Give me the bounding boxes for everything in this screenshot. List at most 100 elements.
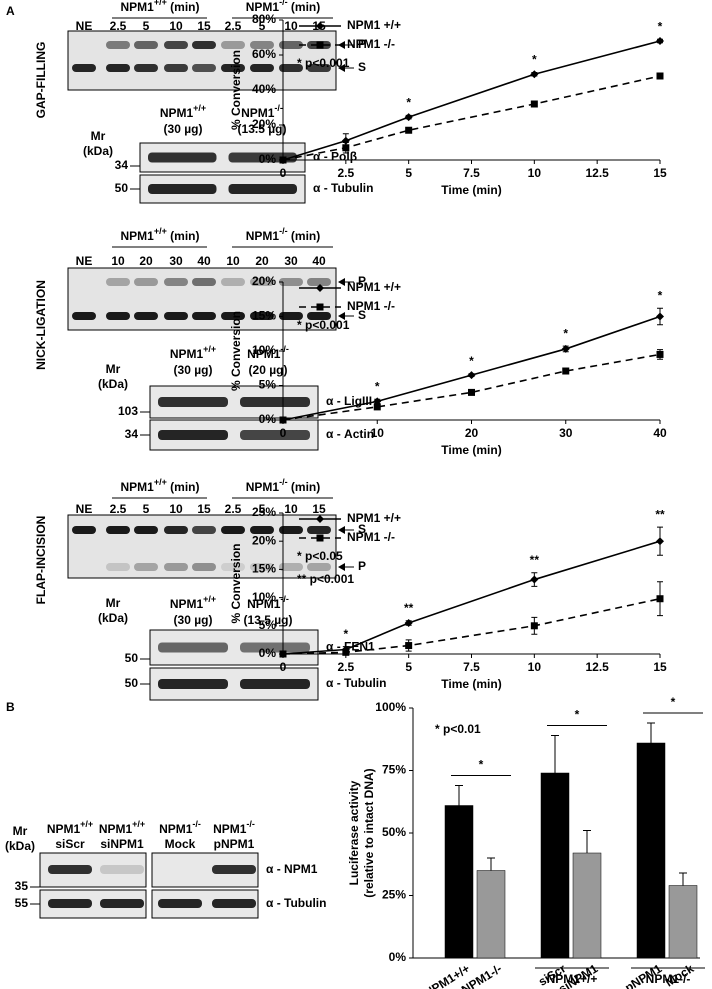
arrow-head [338,526,345,534]
error-bar [551,735,559,773]
mw-label: 34 [115,158,129,172]
band-label: P [358,37,366,51]
gel-header-sup: -/- [279,226,288,236]
y-tick-label: 75% [382,763,406,777]
marker [316,534,324,542]
blot-band [48,899,92,908]
lane-label: 2.5 [110,19,127,33]
gel-band [72,64,96,72]
gel-header-base: NPM1 [120,229,154,243]
band-label: S [358,308,366,322]
mw-label: 50 [125,651,139,665]
marker [530,622,538,630]
western-header-sup: +/+ [203,344,216,354]
x-tick-label: 10 [371,426,385,440]
gel-band [250,278,274,286]
bar [572,852,602,959]
x-tick-label: 2.5 [337,660,354,674]
gel-header: NPM1-/- (min) [246,477,321,494]
x-tick-label: 15 [653,660,667,674]
error-bar [679,872,687,886]
y-axis-label: (relative to intact DNA) [362,768,376,897]
marker [561,344,570,353]
blot-band [212,865,256,874]
marker [316,284,324,292]
lane-label: 30 [169,254,183,268]
lane-label: 10 [284,19,298,33]
gel-band [279,526,303,534]
mw-label: 55 [15,896,29,910]
mw-label: 35 [15,879,29,893]
y-tick-label: 20% [252,533,276,547]
western-header: NPM1-/- [241,103,283,120]
antibody-label: α - Tubulin [266,896,326,910]
western-header-base: NPM1 [247,347,281,361]
bar [636,742,666,959]
arrow-head [338,312,345,320]
lane-header-base: NPM1 [47,822,81,836]
gel-band [72,526,96,534]
gel-band [250,563,274,571]
gel-header-sup: +/+ [154,0,167,7]
lane-header: NPM1-/- [213,819,255,836]
y-tick-label: 5% [259,378,277,392]
lane-label: 10 [284,502,298,516]
annotation: * p<0.05 [297,549,343,563]
blot-band [148,184,217,194]
gel-band [250,64,274,72]
western-header-sup: -/- [274,103,283,113]
marker [404,113,413,122]
blot-band [212,899,256,908]
gel-band [106,278,130,286]
marker [405,642,413,650]
x-tick-label: 0 [280,426,287,440]
annotation: * p<0.01 [435,722,481,736]
western-amount: (30 µg) [164,122,203,136]
lane-label: 10 [226,254,240,268]
marker [342,648,350,656]
marker [530,70,539,79]
significance: * [563,326,568,340]
x-tick-label: 0 [280,166,287,180]
lane-label: NE [76,502,93,516]
marker [316,22,324,30]
western-header-sup: -/- [280,344,289,354]
marker [656,72,664,80]
annotation: ** p<0.001 [297,572,354,586]
bar [668,885,698,959]
western-amount: (20 µg) [249,363,288,377]
assay-label: FLAP-INCISION [34,516,48,605]
western-header-base: NPM1 [170,347,204,361]
y-axis-label: Luciferase activity [347,780,361,885]
western-amount: (13.5 µg) [244,613,293,627]
gel [67,267,337,331]
lane-label: 30 [284,254,298,268]
mr-label: Mr [91,129,106,143]
antibody-label: α - Tubulin [326,676,386,690]
marker [656,350,664,358]
significance: * [406,96,411,110]
gel-header-sup: +/+ [154,477,167,487]
mr-label: (kDa) [83,144,113,158]
lane-label: 15 [312,502,326,516]
gel-header-base: NPM1 [120,0,154,14]
lane-header-sup: -/- [192,819,201,829]
gel-band [134,64,158,72]
gel-band [164,312,188,320]
gel-band [192,41,216,49]
significance: * [343,627,348,641]
gel-band [307,563,331,571]
lane-label: 2.5 [225,502,242,516]
blot-band [48,865,92,874]
marker [656,312,664,321]
y-axis-label: % Conversion [229,311,243,391]
y-tick-label: 0% [259,412,277,426]
marker [279,156,287,164]
x-tick-label: 15 [653,166,667,180]
western-header-base: NPM1 [170,597,204,611]
x-tick-label: 2.5 [337,166,354,180]
blot-band [240,430,310,440]
legend-label: NPM1 -/- [347,530,395,544]
gel-band [221,64,245,72]
legend-label: NPM1 +/+ [347,511,401,525]
